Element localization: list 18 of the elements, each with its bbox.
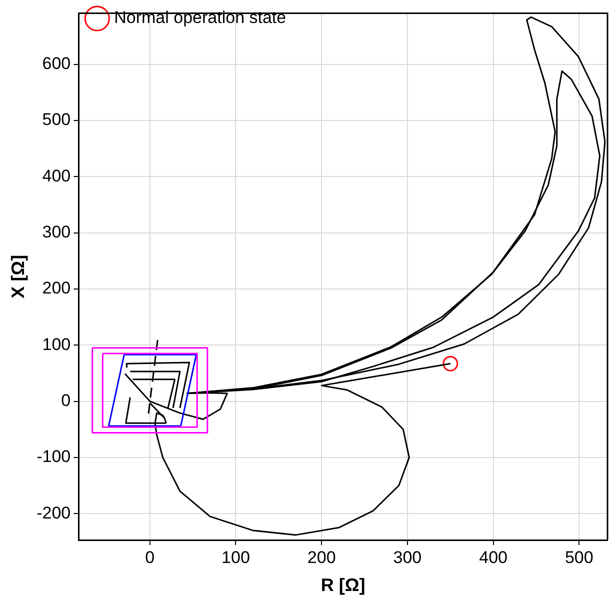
y-tick-label: 100 (42, 334, 71, 354)
y-tick-label: 600 (42, 54, 71, 73)
y-tick-label: 500 (42, 110, 71, 130)
y-tick-label: 400 (42, 166, 71, 186)
y-tick-label: 300 (42, 222, 71, 242)
y-tick-label: -200 (36, 503, 71, 522)
y-axis-title: X [Ω] (8, 254, 28, 298)
y-tick-label: 200 (42, 278, 71, 298)
x-tick-label: 100 (222, 548, 250, 567)
y-tick-label: 0 (61, 390, 71, 410)
x-tick-label: 500 (564, 548, 594, 567)
y-tick-label: -100 (36, 447, 71, 466)
x-tick-label: 400 (479, 548, 508, 567)
x-tick-label: 300 (393, 548, 422, 567)
x-tick-label: 0 (145, 548, 155, 567)
x-tick-label: 200 (307, 548, 336, 567)
legend-label: Normal operation state (114, 8, 286, 28)
x-axis-title: R [Ω] (320, 575, 366, 596)
